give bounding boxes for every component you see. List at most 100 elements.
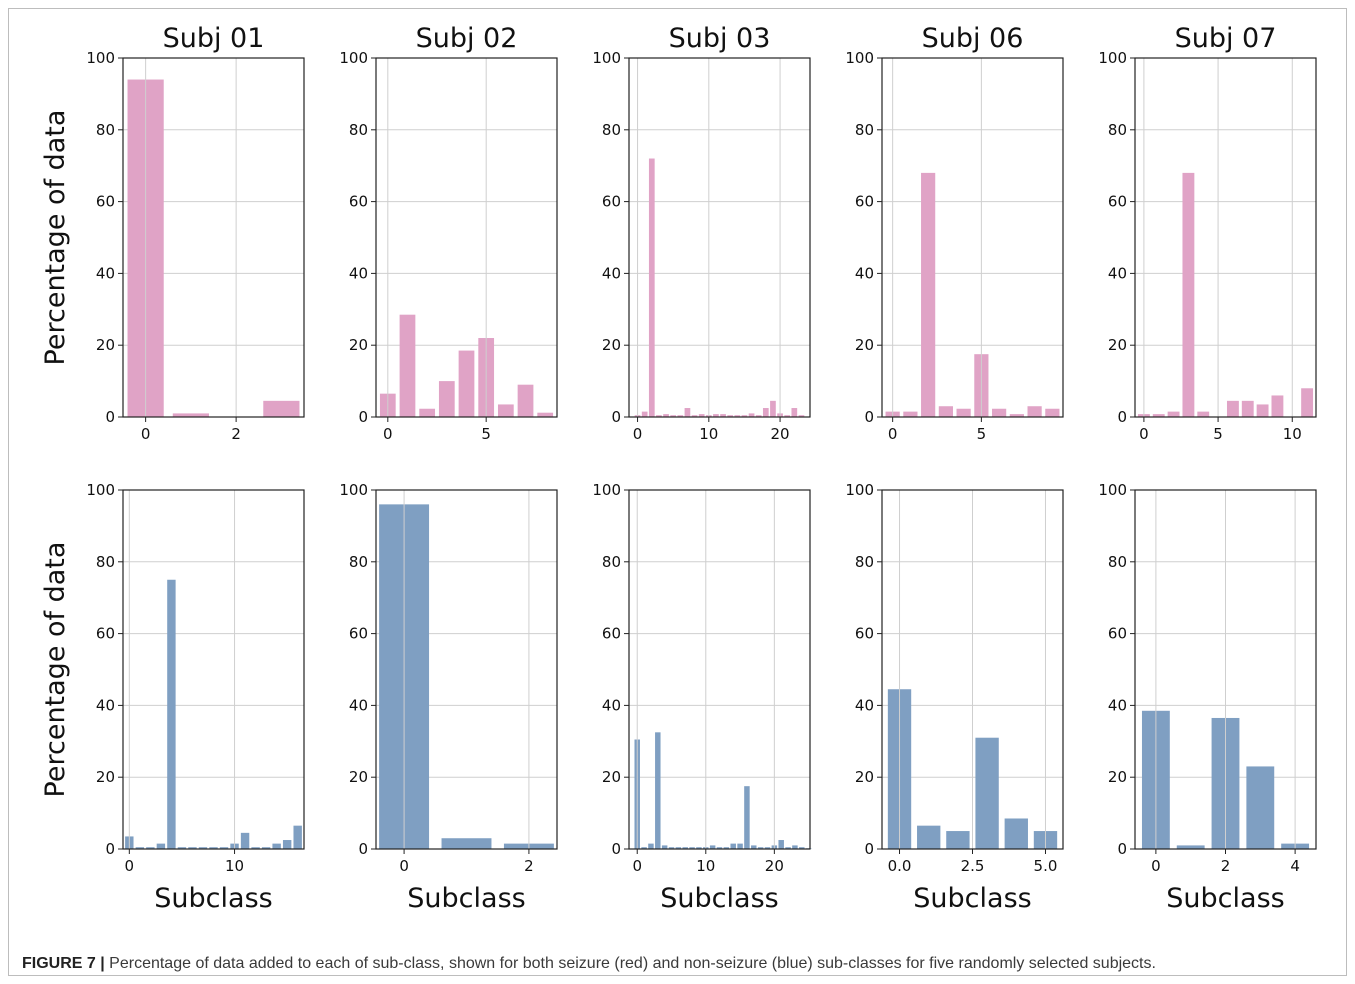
subplot-10-bar bbox=[1176, 845, 1205, 849]
subplot-10-ytick-label: 40 bbox=[1108, 696, 1127, 714]
subplot-5-ytick-label: 80 bbox=[1108, 121, 1127, 139]
subplot-10-ytick-label: 100 bbox=[1098, 481, 1127, 499]
subplot-3-bar bbox=[663, 414, 669, 417]
subplot-6-xtick-label: 0 bbox=[125, 857, 135, 875]
subplot-3-bar bbox=[755, 415, 762, 417]
subplot-5-xtick-label: 0 bbox=[1139, 425, 1149, 443]
subplot-1-title: Subj 01 bbox=[163, 23, 265, 54]
subplot-4-bar bbox=[938, 406, 953, 417]
subplot-3-bar bbox=[670, 415, 677, 417]
subplot-4-xtick-label: 5 bbox=[977, 425, 987, 443]
subplot-8-bar bbox=[723, 847, 730, 849]
subplot-5-bar bbox=[1301, 388, 1314, 417]
subplot-9-xlabel: Subclass bbox=[913, 883, 1031, 914]
subplot-3-ytick-label: 40 bbox=[602, 264, 621, 282]
subplot-2-xtick-label: 0 bbox=[383, 425, 393, 443]
subplot-10-xtick-label: 0 bbox=[1151, 857, 1161, 875]
subplot-3-bar bbox=[641, 411, 648, 417]
subplot-8-bar bbox=[799, 847, 805, 849]
subplot-5-bar bbox=[1182, 172, 1195, 417]
subplot-4-bar bbox=[956, 408, 971, 417]
subplot-7-xtick-label: 2 bbox=[524, 857, 534, 875]
subplot-6-xtick-label: 10 bbox=[225, 857, 244, 875]
subplot-4-bar bbox=[921, 172, 936, 417]
subplot-8-ytick-label: 40 bbox=[602, 696, 621, 714]
subplot-8-bar bbox=[689, 847, 695, 849]
subplot-1-ytick-label: 0 bbox=[105, 408, 115, 426]
subplot-6-ytick-label: 40 bbox=[96, 696, 115, 714]
subplot-9-bar bbox=[917, 825, 941, 849]
subplot-5-frame bbox=[1134, 57, 1317, 418]
subplot-1-ytick-label: 100 bbox=[86, 49, 115, 67]
subplot-3-xtick-label: 20 bbox=[771, 425, 790, 443]
subplot-3-bar bbox=[698, 414, 705, 417]
subplot-4-ytick-label: 40 bbox=[855, 264, 874, 282]
subplot-4-ytick-label: 20 bbox=[855, 336, 874, 354]
subplot-6-bar bbox=[156, 843, 166, 849]
subplot-6-bar bbox=[209, 847, 218, 849]
subplot-8-ytick-label: 0 bbox=[611, 840, 621, 858]
subplot-3-frame bbox=[628, 57, 811, 418]
subplot-9-ytick-label: 40 bbox=[855, 696, 874, 714]
figure-caption: FIGURE 7 | Percentage of data added to e… bbox=[22, 955, 1342, 973]
subplot-7-ytick-label: 20 bbox=[349, 768, 368, 786]
subplot-5-ytick-label: 40 bbox=[1108, 264, 1127, 282]
subplot-2-bar bbox=[399, 314, 416, 417]
subplot-3-bar bbox=[713, 414, 719, 417]
subplot-6-bar bbox=[293, 825, 302, 849]
subplot-7-bar bbox=[441, 838, 492, 849]
caption-text: Percentage of data added to each of sub-… bbox=[104, 955, 1156, 972]
subplot-8-bar bbox=[682, 847, 688, 849]
subplot-3-bar bbox=[691, 415, 698, 417]
subplot-2-ytick-label: 40 bbox=[349, 264, 368, 282]
subplot-4-ytick-label: 100 bbox=[845, 49, 874, 67]
subplot-10-ytick-label: 0 bbox=[1117, 840, 1127, 858]
subplot-8-bar bbox=[730, 843, 736, 849]
subplot-6-ytick-label: 80 bbox=[96, 553, 115, 571]
subplot-8-bar bbox=[675, 847, 682, 849]
subplot-3-ytick-label: 0 bbox=[611, 408, 621, 426]
subplot-5-xtick-label: 5 bbox=[1213, 425, 1223, 443]
subplot-1-ylabel: Percentage of data bbox=[40, 110, 71, 366]
subplot-3-bar bbox=[791, 408, 798, 417]
subplot-3-bar bbox=[656, 415, 662, 417]
subplot-7-ytick-label: 40 bbox=[349, 696, 368, 714]
subplot-6-frame bbox=[122, 489, 305, 850]
subplot-6-ylabel: Percentage of data bbox=[40, 542, 71, 798]
subplot-10-xlabel: Subclass bbox=[1166, 883, 1284, 914]
subplot-8-ytick-label: 60 bbox=[602, 625, 621, 643]
subplot-5-ytick-label: 100 bbox=[1098, 49, 1127, 67]
subplot-6-ytick-label: 20 bbox=[96, 768, 115, 786]
subplot-1-ytick-label: 60 bbox=[96, 193, 115, 211]
subplot-9-ytick-label: 20 bbox=[855, 768, 874, 786]
subplot-3-title: Subj 03 bbox=[669, 23, 771, 54]
subplot-1-xtick-label: 2 bbox=[231, 425, 241, 443]
subplot-8-bar bbox=[764, 847, 771, 849]
subplot-10-xtick-label: 4 bbox=[1290, 857, 1300, 875]
subplot-8-xtick-label: 0 bbox=[632, 857, 642, 875]
subplot-2-bar bbox=[458, 350, 475, 417]
subplot-2-ytick-label: 20 bbox=[349, 336, 368, 354]
subplot-7-xtick-label: 0 bbox=[399, 857, 409, 875]
subplot-4-xtick-label: 0 bbox=[888, 425, 898, 443]
subplot-3-bar bbox=[720, 414, 726, 417]
subplot-6-xlabel: Subclass bbox=[154, 883, 272, 914]
subplot-9-bar bbox=[975, 737, 999, 849]
subplot-5-title: Subj 07 bbox=[1175, 23, 1277, 54]
subplot-4-bar bbox=[1045, 408, 1060, 417]
subplot-4-frame bbox=[881, 57, 1064, 418]
subplot-4-bar bbox=[903, 411, 918, 417]
subplot-3-ytick-label: 60 bbox=[602, 193, 621, 211]
subplot-5-ytick-label: 20 bbox=[1108, 336, 1127, 354]
subplot-6-bar bbox=[188, 847, 197, 849]
subplot-5-bar bbox=[1271, 395, 1284, 417]
subplot-9-ytick-label: 80 bbox=[855, 553, 874, 571]
subplot-10-ytick-label: 80 bbox=[1108, 553, 1127, 571]
subplot-7-ytick-label: 0 bbox=[358, 840, 368, 858]
subplot-8-bar bbox=[641, 847, 647, 849]
subplot-7-ytick-label: 60 bbox=[349, 625, 368, 643]
subplot-2-frame bbox=[375, 57, 558, 418]
subplot-3-ytick-label: 100 bbox=[592, 49, 621, 67]
subplot-7-ytick-label: 80 bbox=[349, 553, 368, 571]
subplot-8-bar bbox=[655, 732, 661, 849]
